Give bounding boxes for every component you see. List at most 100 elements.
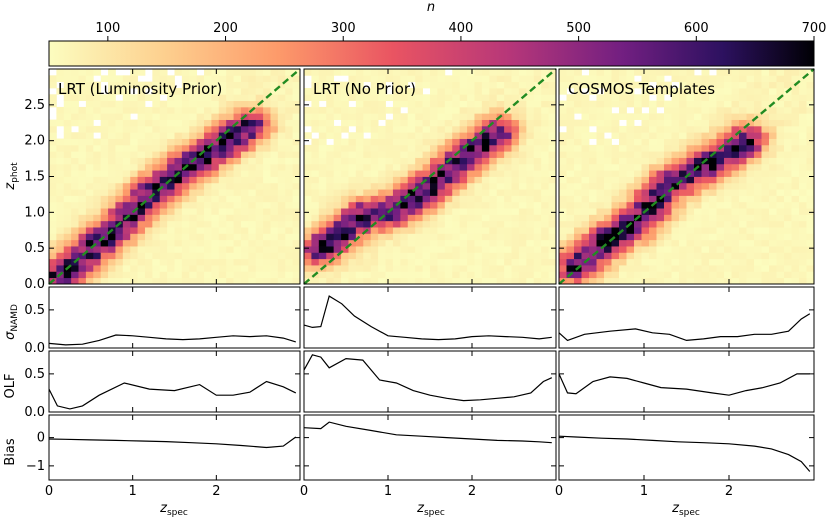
heatmap-cell	[56, 144, 65, 152]
heatmap-cell	[218, 189, 227, 196]
heatmap-cell	[108, 81, 116, 89]
heatmap-cell	[574, 106, 582, 114]
heatmap-cell	[754, 265, 762, 272]
heatmap-cell	[159, 163, 168, 171]
heatmap-cell	[776, 100, 785, 108]
heatmap-cell	[731, 87, 740, 95]
heatmap-cell	[415, 182, 423, 190]
heatmap-cell	[541, 132, 549, 139]
heatmap-cell	[649, 69, 657, 76]
heatmap-cell	[355, 69, 364, 76]
heatmap-cell	[739, 195, 747, 203]
heatmap-cell	[504, 258, 512, 266]
heatmap-cell	[71, 182, 79, 190]
heatmap-cell	[452, 75, 461, 83]
heatmap-cell	[596, 258, 605, 266]
heatmap-cell	[56, 220, 65, 228]
heatmap-cell	[115, 100, 124, 108]
heatmap-cell	[504, 94, 512, 102]
heatmap-cell	[370, 265, 379, 272]
heatmap-cell	[218, 195, 227, 203]
heatmap-cell	[664, 87, 672, 95]
heatmap-cell	[348, 214, 357, 222]
heatmap-cell	[363, 157, 372, 165]
heatmap-cell	[776, 239, 785, 247]
heatmap-cell	[355, 151, 364, 158]
heatmap-cell	[211, 87, 220, 95]
heatmap-cell	[152, 239, 161, 247]
heatmap-cell	[619, 163, 627, 171]
heatmap-cell	[385, 233, 394, 241]
heatmap-cell	[240, 94, 249, 102]
heatmap-cell	[686, 239, 695, 247]
heatmap-cell	[233, 69, 242, 76]
heatmap-cell	[333, 258, 342, 266]
heatmap-cell	[93, 271, 102, 279]
heatmap-cell	[739, 239, 747, 247]
heatmap-cell	[318, 195, 327, 203]
heatmap-cell	[656, 227, 665, 234]
heatmap-cell	[285, 214, 294, 222]
heatmap-cell	[701, 81, 710, 89]
heatmap-cell	[724, 265, 732, 272]
heatmap-cell	[791, 208, 800, 215]
heatmap-cell	[211, 258, 220, 266]
heatmap-cell	[596, 239, 605, 247]
heatmap-cell	[611, 132, 620, 139]
heatmap-cell	[78, 125, 87, 133]
heatmap-cell	[348, 246, 357, 253]
heatmap-cell	[619, 246, 627, 253]
heatmap-cell	[385, 75, 394, 83]
heatmap-cell	[189, 182, 198, 190]
heatmap-cell	[218, 220, 227, 228]
heatmap-cell	[459, 176, 468, 184]
heatmap-cell	[634, 271, 642, 279]
heatmap-cell	[218, 239, 227, 247]
heatmap-cell	[511, 182, 520, 190]
heatmap-cell	[255, 132, 264, 139]
heatmap-cell	[71, 239, 79, 247]
heatmap-cell	[474, 214, 483, 222]
heatmap-cell	[422, 233, 431, 241]
heatmap-cell	[686, 201, 695, 209]
heatmap-cell	[415, 100, 423, 108]
heatmap-cell	[474, 163, 483, 171]
heatmap-cell	[226, 227, 234, 234]
heatmap-cell	[304, 170, 312, 177]
heatmap-cell	[430, 144, 438, 152]
heatmap-cell	[333, 189, 342, 196]
heatmap-cell	[754, 144, 762, 152]
heatmap-cell	[122, 81, 131, 89]
heatmap-cell	[218, 265, 227, 272]
heatmap-cell	[541, 233, 549, 241]
heatmap-cell	[444, 94, 453, 102]
heatmap-cell	[196, 144, 205, 152]
heatmap-cell	[769, 258, 777, 266]
heatmap-cell	[489, 75, 498, 83]
sigma_nmad-ytick-label-1: 0.5	[24, 303, 45, 318]
heatmap-cell	[93, 176, 102, 184]
heatmap-cell	[263, 151, 271, 158]
heatmap-cell	[511, 220, 520, 228]
heatmap-cell	[333, 132, 342, 139]
heatmap-cell	[263, 138, 271, 146]
heatmap-cell	[385, 277, 394, 285]
heatmap-cell	[78, 195, 87, 203]
heatmap-cell	[211, 252, 220, 260]
heatmap-cell	[634, 144, 642, 152]
heatmap-cell	[255, 252, 264, 260]
heatmap-cell	[240, 100, 249, 108]
heatmap-cell	[701, 220, 710, 228]
heatmap-cell	[474, 265, 483, 272]
heatmap-cell	[255, 119, 264, 127]
heatmap-cell	[709, 75, 717, 83]
heatmap-cell	[285, 69, 294, 76]
heatmap-cell	[285, 157, 294, 165]
heatmap-cell	[100, 157, 109, 165]
heatmap-cell	[56, 258, 65, 266]
sigma_nmad-frame-1	[48, 286, 301, 349]
heatmap-cell	[204, 69, 212, 76]
heatmap-cell	[392, 132, 401, 139]
heatmap-cell	[189, 220, 198, 228]
heatmap-cell	[686, 182, 695, 190]
